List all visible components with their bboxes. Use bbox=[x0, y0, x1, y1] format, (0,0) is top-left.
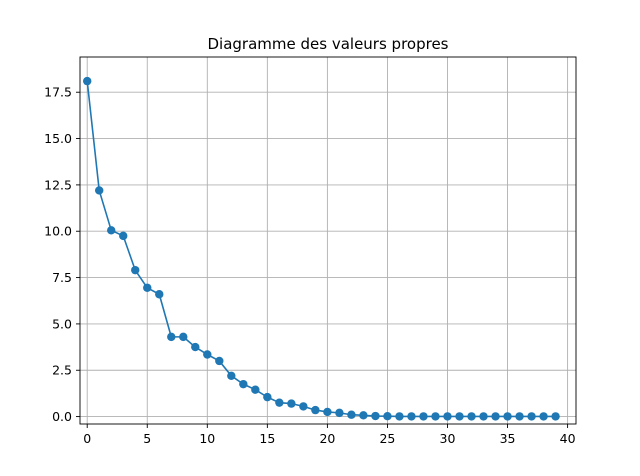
x-tick-label: 15 bbox=[259, 431, 275, 446]
data-point bbox=[191, 342, 200, 352]
x-tick-label: 10 bbox=[199, 431, 215, 446]
series-line-group bbox=[86, 81, 556, 418]
data-point bbox=[407, 412, 416, 421]
x-tick-label: 20 bbox=[319, 431, 335, 446]
data-point bbox=[515, 412, 524, 421]
data-point bbox=[155, 290, 164, 299]
data-point bbox=[551, 412, 560, 421]
data-point bbox=[347, 410, 356, 419]
data-point bbox=[167, 332, 176, 342]
x-tick-label: 35 bbox=[500, 431, 516, 446]
data-points bbox=[83, 76, 560, 421]
x-tick-label: 25 bbox=[379, 431, 395, 446]
chart-title: Diagramme des valeurs propres bbox=[207, 35, 448, 53]
data-point bbox=[335, 408, 344, 418]
data-point bbox=[395, 412, 404, 421]
data-point bbox=[479, 412, 488, 421]
data-point bbox=[359, 411, 368, 420]
data-point bbox=[431, 412, 440, 421]
data-point bbox=[119, 231, 128, 241]
y-tick-label: 17.5 bbox=[44, 85, 72, 100]
data-point bbox=[299, 402, 308, 411]
x-tick-label: 40 bbox=[560, 431, 576, 446]
data-point bbox=[83, 76, 92, 86]
data-point bbox=[251, 385, 260, 394]
y-axis: 0.0 2.5 5.0 7.5 10.0 12.5 15.0 17.5 bbox=[44, 85, 80, 424]
data-point bbox=[527, 412, 536, 421]
data-point bbox=[131, 265, 140, 275]
data-point bbox=[491, 412, 500, 421]
x-tick-label: 0 bbox=[83, 431, 91, 446]
x-tick-label: 30 bbox=[440, 431, 456, 446]
data-point bbox=[215, 356, 224, 366]
data-point bbox=[467, 412, 476, 421]
data-point bbox=[239, 379, 248, 389]
y-tick-label: 7.5 bbox=[52, 270, 72, 285]
axes-frame bbox=[79, 56, 577, 425]
x-axis: 0 5 10 15 20 25 30 35 40 bbox=[83, 424, 576, 446]
series-line bbox=[86, 81, 556, 418]
data-point bbox=[539, 412, 548, 421]
y-tick-label: 2.5 bbox=[52, 363, 72, 378]
data-point bbox=[311, 405, 320, 415]
data-point bbox=[227, 371, 236, 381]
data-point bbox=[95, 186, 104, 195]
data-point bbox=[503, 412, 512, 421]
data-point bbox=[107, 226, 116, 235]
grid bbox=[80, 57, 576, 424]
y-tick-label: 0.0 bbox=[52, 409, 72, 424]
y-tick-label: 10.0 bbox=[44, 224, 72, 239]
data-point bbox=[371, 411, 380, 421]
data-point bbox=[419, 412, 428, 421]
data-point bbox=[323, 407, 332, 417]
data-point bbox=[455, 412, 464, 421]
x-tick-label: 5 bbox=[143, 431, 151, 446]
y-tick-label: 5.0 bbox=[52, 316, 72, 331]
y-tick-label: 12.5 bbox=[44, 177, 72, 192]
data-point bbox=[275, 398, 284, 407]
data-point bbox=[143, 283, 152, 292]
data-point bbox=[179, 332, 188, 342]
data-point bbox=[383, 412, 392, 421]
y-tick-label: 15.0 bbox=[44, 131, 72, 146]
data-point bbox=[443, 412, 452, 421]
data-point bbox=[287, 399, 296, 408]
data-point bbox=[203, 350, 212, 359]
data-point bbox=[263, 392, 272, 402]
